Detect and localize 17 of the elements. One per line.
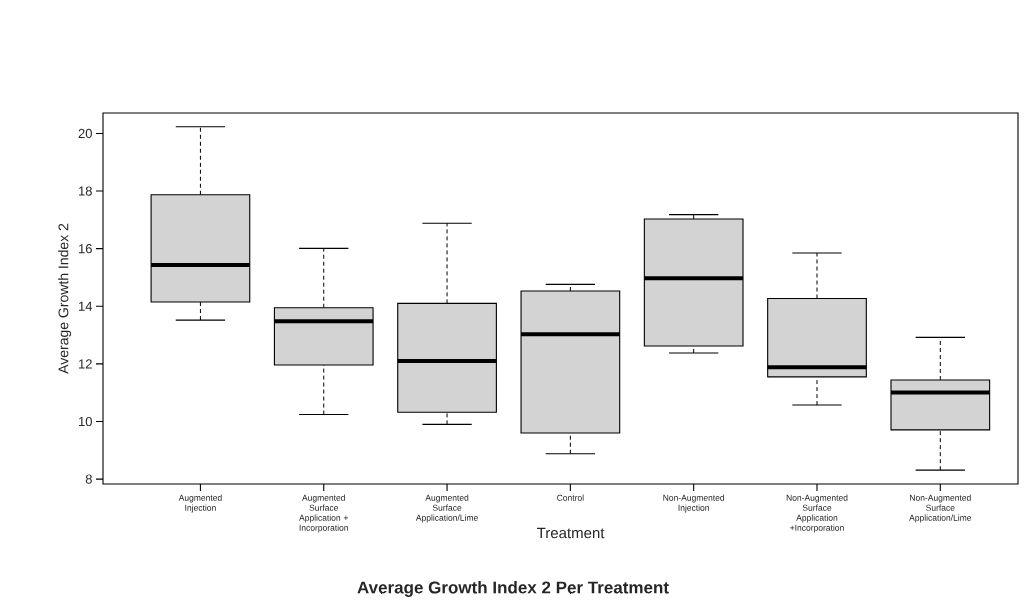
y-tick-label: 18	[79, 186, 92, 196]
x-tick-label: Augmented Surface Application/Lime	[415, 494, 478, 523]
x-tick-label: Control	[557, 494, 584, 501]
y-axis-title: Average Growth Index 2	[58, 223, 72, 374]
y-tick-label: 8	[85, 474, 92, 484]
x-tick-label: Augmented Injection	[178, 494, 222, 513]
y-tick-label: 16	[79, 243, 92, 254]
y-tick-label: 10	[79, 416, 92, 426]
x-axis-title: Treatment	[537, 527, 605, 539]
y-tick-label: 12	[79, 359, 92, 369]
text: Average Growth Index 2 Per Treatment	[357, 580, 669, 597]
x-tick-label: Non-Augmented Surface Application/Lime	[909, 494, 972, 523]
x-tick-label: Non-Augmented Injection	[663, 494, 725, 513]
y-tick-label: 14	[79, 301, 93, 311]
x-tick-label: Non-Augmented Surface Application +Incorporation	[786, 494, 848, 533]
x-tick-label: Augmented Surface Application + Incorporation	[299, 494, 348, 533]
y-tick-label: 20	[78, 128, 92, 138]
